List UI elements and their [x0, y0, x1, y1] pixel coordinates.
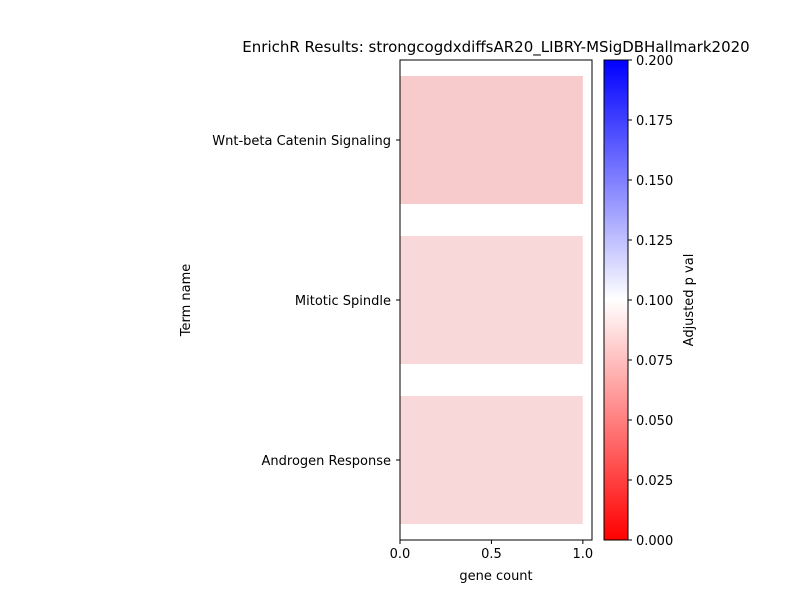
y-tick-label: Mitotic Spindle — [295, 294, 391, 309]
bar — [400, 396, 583, 524]
colorbar-tick-label: 0.175 — [636, 114, 673, 129]
plot-frame — [399, 59, 593, 541]
x-tick-label: 0.5 — [481, 547, 502, 562]
y-axis-label: Term name — [179, 264, 194, 338]
x-axis-label: gene count — [459, 569, 532, 584]
colorbar-ticks: 0.000 0.025 0.050 0.075 0.100 0.125 0.150 0.175… — [628, 54, 673, 549]
colorbar-tick-label: 0.150 — [636, 174, 673, 189]
colorbar-tick-label: 0.050 — [636, 414, 673, 429]
x-tick-label: 0.0 — [390, 547, 411, 562]
colorbar-tick-label: 0.025 — [636, 474, 673, 489]
colorbar-tick-label: 0.200 — [636, 54, 673, 69]
chart-title: EnrichR Results: strongcogdxdiffsAR20_LI… — [242, 38, 749, 57]
x-tick-label: 1.0 — [573, 547, 594, 562]
colorbar-label: Adjusted p val — [682, 254, 697, 347]
bars — [400, 76, 583, 524]
colorbar-tick-label: 0.125 — [636, 234, 673, 249]
colorbar-tick-label: 0.075 — [636, 354, 673, 369]
y-axis-ticks: Wnt-beta Catenin Signaling Mitotic Spindl… — [212, 134, 400, 469]
colorbar-tick-label: 0.000 — [636, 534, 673, 549]
bar — [400, 236, 583, 364]
bar — [400, 76, 583, 204]
colorbar — [603, 59, 629, 541]
y-tick-label: Wnt-beta Catenin Signaling — [212, 134, 391, 149]
x-axis-ticks: 0.0 0.5 1.0 — [390, 540, 594, 562]
y-tick-label: Androgen Response — [262, 454, 391, 469]
colorbar-tick-label: 0.100 — [636, 294, 673, 309]
